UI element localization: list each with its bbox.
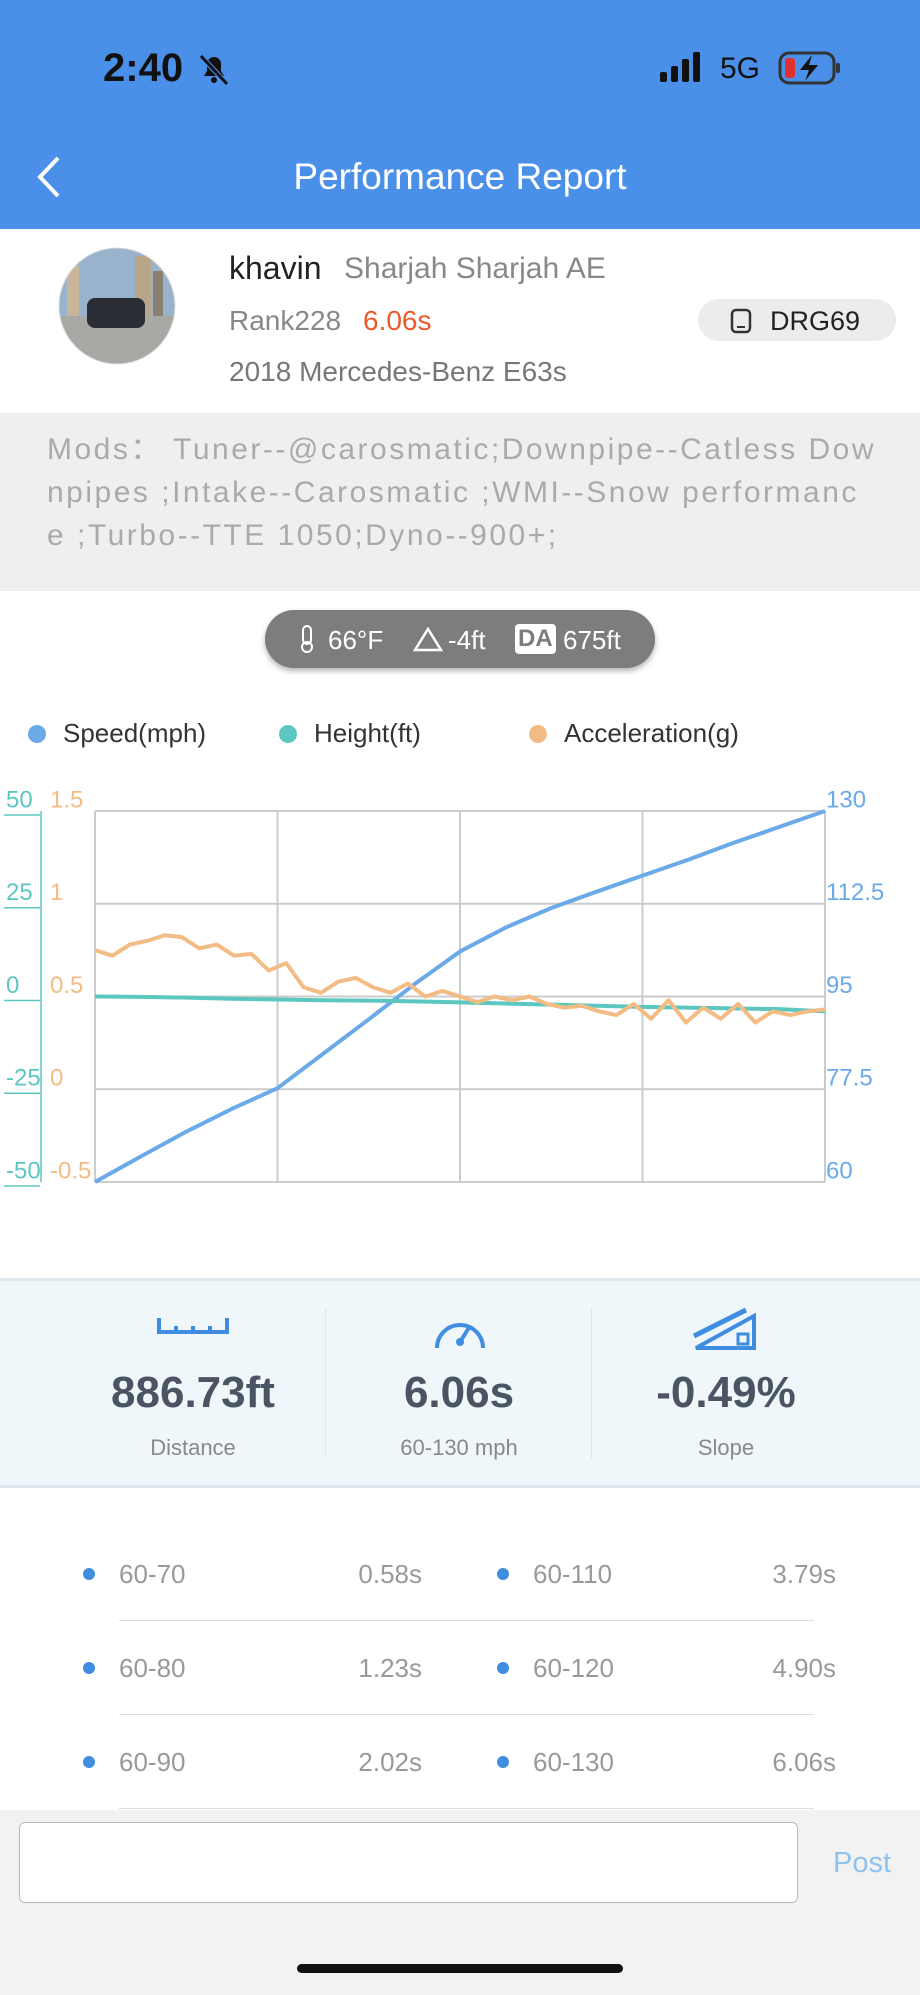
stats-panel [0, 1278, 920, 1488]
divider [591, 1308, 592, 1458]
axis-tick-label: 25 [6, 879, 33, 906]
split-time: 0.58s [358, 1559, 422, 1589]
silent-icon [199, 54, 229, 86]
split-dot [497, 1662, 509, 1674]
split-range: 60-110 [533, 1559, 613, 1589]
split-dot [83, 1568, 95, 1580]
axis-tick-label: 0 [50, 1065, 63, 1092]
split-divider [119, 1714, 814, 1715]
home-indicator [297, 1964, 623, 1973]
axis-tick-label: 130 [826, 786, 866, 813]
legend-label: Acceleration(g) [564, 718, 739, 748]
axis-tick-label: -25 [6, 1065, 41, 1092]
best-time: 6.06s [363, 305, 432, 336]
speed-icon [435, 1323, 485, 1349]
thermometer-icon [301, 625, 313, 653]
split-range: 60-120 [533, 1653, 614, 1683]
split-dot [497, 1756, 509, 1768]
axis-tick-label: 0.5 [50, 972, 83, 999]
da-badge: DA [515, 624, 556, 654]
post-button[interactable]: Post [833, 1847, 892, 1879]
battery-icon [778, 51, 840, 85]
slope-icon [692, 1307, 756, 1350]
split-time: 4.90s [772, 1653, 836, 1683]
back-button[interactable] [34, 154, 64, 200]
top-bar [0, 0, 920, 229]
axis-tick-label: 112.5 [826, 879, 884, 906]
axis-tick-label: 77.5 [826, 1065, 873, 1092]
legend-dot [28, 725, 46, 743]
conditions-pill [265, 610, 655, 668]
split-time: 3.79s [772, 1559, 836, 1589]
split-dot [83, 1662, 95, 1674]
stat-value: -0.49% [656, 1368, 796, 1417]
split-range: 60-80 [119, 1653, 186, 1683]
legend-dot [279, 725, 297, 743]
comment-input[interactable] [19, 1822, 798, 1903]
avatar[interactable] [57, 246, 177, 366]
split-divider [119, 1808, 814, 1809]
stat-value: 886.73ft [111, 1368, 275, 1417]
split-time: 6.06s [772, 1747, 836, 1777]
stat-value: 6.06s [403, 1368, 515, 1417]
axis-tick-label: 1.5 [50, 786, 83, 813]
axis-tick-label: 60 [826, 1157, 853, 1184]
page-title: Performance Report [293, 156, 627, 197]
car: 2018 Mercedes-Benz E63s [229, 356, 567, 387]
rank: Rank228 [229, 305, 342, 336]
axis-tick-label: 50 [6, 786, 33, 813]
density-altitude: 675ft [563, 625, 621, 655]
mods-text: Mods： Tuner--@carosmatic;Downpipe--Catle… [47, 433, 876, 552]
signal-icon [660, 52, 700, 82]
elevation: -4ft [448, 625, 486, 655]
split-range: 60-90 [119, 1747, 186, 1777]
legend-label: Height(ft) [314, 718, 421, 748]
user-name: khavin [229, 250, 322, 286]
axis-tick-label: -50 [6, 1157, 41, 1184]
series-line [94, 809, 826, 1184]
split-divider [119, 1620, 814, 1621]
legend-dot [529, 725, 547, 743]
device-icon [730, 308, 752, 334]
divider [325, 1308, 326, 1458]
split-time: 1.23s [358, 1653, 422, 1683]
mods-panel [0, 413, 920, 591]
axis-tick-label: 95 [826, 972, 853, 999]
axis-tick-label: 0 [6, 972, 19, 999]
split-range: 60-130 [533, 1747, 614, 1777]
series-line [94, 933, 826, 1025]
split-dot [83, 1756, 95, 1768]
split-range: 60-70 [119, 1559, 186, 1589]
split-time: 2.02s [358, 1747, 422, 1777]
network: 5G [720, 52, 761, 85]
axis-tick-label: -0.5 [50, 1157, 91, 1184]
legend-label: Speed(mph) [63, 718, 206, 748]
device-id: DRG69 [770, 306, 861, 336]
stat-label: 60-130 mph [400, 1435, 518, 1460]
temperature: 66°F [328, 625, 384, 655]
axis-tick-label: 1 [50, 879, 63, 906]
stat-label: Slope [697, 1435, 755, 1460]
clock: 2:40 [103, 46, 184, 90]
elevation-icon [413, 626, 443, 652]
split-dot [497, 1568, 509, 1580]
location: Sharjah Sharjah AE [344, 252, 606, 285]
distance-icon [157, 1318, 229, 1334]
stat-label: Distance [150, 1435, 236, 1460]
chart: 50 25 0 -25 -50 130 112.5 95 77.5 60 1.5 1 0.5 0 -0.5 S… [4, 718, 884, 1187]
